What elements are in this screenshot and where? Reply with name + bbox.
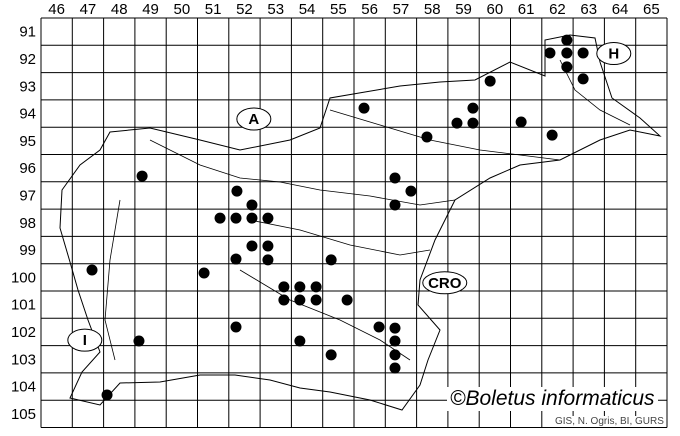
record-dot xyxy=(230,321,242,333)
record-dot xyxy=(278,281,290,293)
column-label: 60 xyxy=(487,1,504,18)
record-dot xyxy=(484,75,496,87)
record-dot xyxy=(214,212,226,224)
record-dot xyxy=(421,131,433,143)
record-dot xyxy=(561,47,573,59)
country-border xyxy=(59,34,662,411)
column-label: 49 xyxy=(142,1,159,18)
record-dot xyxy=(515,116,527,128)
river xyxy=(104,59,631,361)
column-label: 58 xyxy=(424,1,441,18)
column-label: 50 xyxy=(174,1,191,18)
record-dot xyxy=(278,294,290,306)
record-dot xyxy=(86,264,98,276)
record-dot xyxy=(136,170,148,182)
record-dot xyxy=(389,322,401,334)
record-dot xyxy=(198,267,210,279)
row-label: 95 xyxy=(19,133,36,150)
record-dot xyxy=(577,73,589,85)
record-dot xyxy=(467,117,479,129)
record-dot xyxy=(101,389,113,401)
record-dot xyxy=(373,321,385,333)
row-label: 93 xyxy=(19,78,36,95)
record-dot xyxy=(325,349,337,361)
country-label-ellipse xyxy=(422,271,468,295)
country-label-ellipse xyxy=(596,41,632,65)
row-label: 103 xyxy=(11,351,36,368)
record-dot xyxy=(544,47,556,59)
record-dot xyxy=(389,362,401,374)
record-dots xyxy=(86,34,589,401)
column-label: 48 xyxy=(111,1,128,18)
column-label: 65 xyxy=(643,1,660,18)
country-label-ellipse xyxy=(236,107,272,131)
record-dot xyxy=(262,254,274,266)
row-label: 100 xyxy=(11,269,36,286)
record-dot xyxy=(389,172,401,184)
column-label: 56 xyxy=(361,1,378,18)
copyright-text: ©Boletus informaticus xyxy=(447,387,658,411)
row-label: 92 xyxy=(19,51,36,68)
record-dot xyxy=(341,294,353,306)
column-label: 64 xyxy=(612,1,629,18)
record-dot xyxy=(405,185,417,197)
country-label: H xyxy=(608,45,619,62)
record-dot xyxy=(230,212,242,224)
record-dot xyxy=(546,129,558,141)
record-dot xyxy=(262,212,274,224)
record-dot xyxy=(294,294,306,306)
row-label: 99 xyxy=(19,242,36,259)
record-dot xyxy=(467,102,479,114)
record-dot xyxy=(310,294,322,306)
column-label: 62 xyxy=(549,1,566,18)
column-label: 61 xyxy=(518,1,535,18)
record-dot xyxy=(310,281,322,293)
record-dot xyxy=(389,335,401,347)
record-dot xyxy=(246,199,258,211)
column-label: 51 xyxy=(205,1,222,18)
row-label: 105 xyxy=(11,406,36,423)
row-label: 91 xyxy=(19,24,36,41)
record-dot xyxy=(358,102,370,114)
column-label: 57 xyxy=(393,1,410,18)
record-dot xyxy=(230,253,242,265)
record-dot xyxy=(294,335,306,347)
record-dot xyxy=(389,349,401,361)
row-label: 102 xyxy=(11,324,36,341)
record-dot xyxy=(325,254,337,266)
record-dot xyxy=(577,47,589,59)
column-label: 53 xyxy=(267,1,284,18)
column-label: 63 xyxy=(580,1,597,18)
credit-text: GIS, N. Ogris, BI, GURS xyxy=(553,416,666,427)
record-dot xyxy=(246,212,258,224)
record-dot xyxy=(561,61,573,73)
row-label: 97 xyxy=(19,187,36,204)
column-label: 54 xyxy=(299,1,316,18)
country-label: A xyxy=(248,111,259,128)
country-label: I xyxy=(83,332,87,349)
country-labels: A H CRO I xyxy=(67,41,632,352)
row-label: 94 xyxy=(19,106,36,123)
column-label: 47 xyxy=(80,1,97,18)
record-dot xyxy=(262,240,274,252)
country-label: CRO xyxy=(428,275,462,292)
row-label: 96 xyxy=(19,160,36,177)
column-label: 55 xyxy=(330,1,347,18)
record-dot xyxy=(451,117,463,129)
column-label: 52 xyxy=(236,1,253,18)
country-label-ellipse xyxy=(67,328,103,352)
row-label: 98 xyxy=(19,215,36,232)
record-dot xyxy=(389,199,401,211)
record-dot xyxy=(294,281,306,293)
row-label: 104 xyxy=(11,379,36,396)
row-label: 101 xyxy=(11,297,36,314)
record-dot xyxy=(133,335,145,347)
grid: 46 47 48 49 50 51 52 53 54 55 56 57 58 59 60 61 62 63 64 65… xyxy=(11,1,668,428)
record-dot xyxy=(231,185,243,197)
record-dot xyxy=(246,240,258,252)
record-dot xyxy=(561,34,573,46)
column-label: 59 xyxy=(455,1,472,18)
column-label: 46 xyxy=(48,1,65,18)
